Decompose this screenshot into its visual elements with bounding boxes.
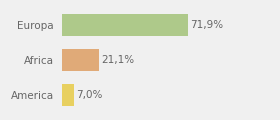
Text: 71,9%: 71,9% bbox=[190, 20, 223, 30]
Bar bbox=[62, 49, 99, 71]
Bar bbox=[62, 14, 188, 36]
Text: 7,0%: 7,0% bbox=[76, 90, 102, 100]
Text: 21,1%: 21,1% bbox=[101, 55, 134, 65]
Bar bbox=[62, 84, 74, 106]
